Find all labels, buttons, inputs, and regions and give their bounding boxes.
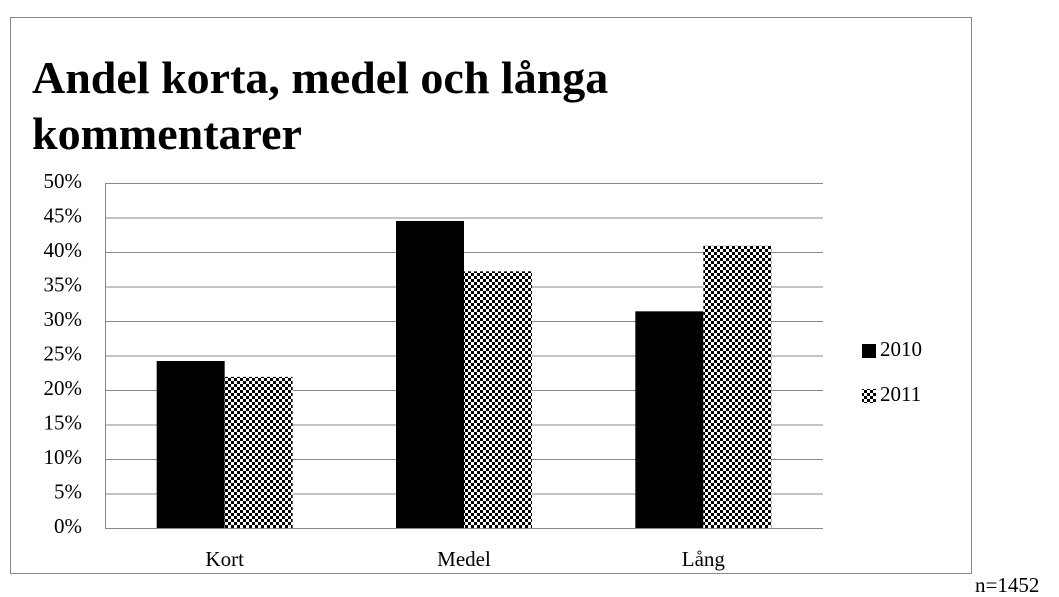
x-tick-label: Lång [682,547,726,571]
x-tick-label: Medel [437,547,491,571]
y-tick-label: 20% [44,376,83,400]
y-tick-label: 25% [44,341,83,365]
legend-label: 2011 [880,382,921,406]
legend-swatch [862,344,876,358]
bar [703,245,772,529]
y-tick-label: 15% [44,410,83,434]
y-tick-label: 30% [44,307,83,331]
chart-title: Andel korta, medel och långa kommentarer [32,52,609,159]
y-tick-label: 35% [44,272,83,296]
y-tick-label: 40% [44,238,83,262]
bar [156,361,225,528]
bar [396,220,464,528]
y-tick-label: 5% [54,479,82,503]
x-tick-label: Kort [205,547,244,571]
bar [224,376,293,528]
y-tick-label: 50% [44,169,83,193]
annotation: n=1452 [975,573,1039,597]
y-tick-label: 45% [44,203,83,227]
y-tick-label: 10% [44,445,83,469]
bar [635,311,704,528]
bar [464,271,532,528]
y-tick-label: 0% [54,514,82,538]
legend-label: 2010 [880,337,922,361]
chart-frame [10,17,972,574]
legend-swatch [862,389,876,403]
